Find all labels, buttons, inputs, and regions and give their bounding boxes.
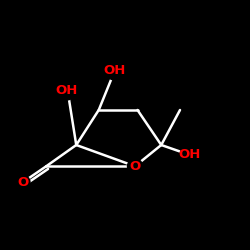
Text: O: O — [17, 176, 28, 189]
Circle shape — [128, 159, 142, 174]
Circle shape — [56, 80, 76, 100]
Text: OH: OH — [179, 148, 201, 162]
Text: O: O — [130, 160, 140, 173]
Text: OH: OH — [104, 64, 126, 76]
Text: OH: OH — [55, 84, 78, 96]
Circle shape — [105, 60, 125, 80]
Circle shape — [15, 175, 30, 190]
Circle shape — [180, 145, 200, 165]
